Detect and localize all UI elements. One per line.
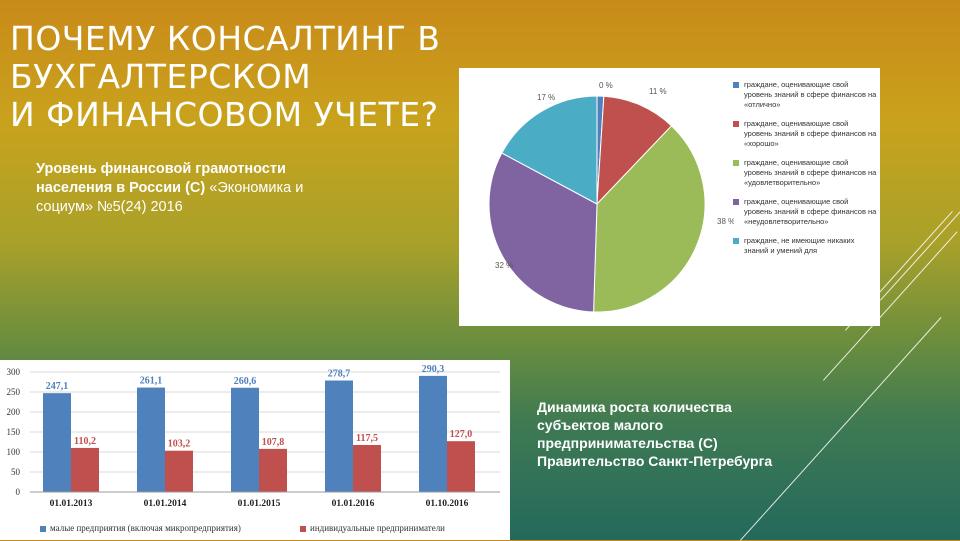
y-tick-label: 300 xyxy=(7,367,21,377)
legend-label: малые предприятия (включая микропредприя… xyxy=(50,523,241,533)
legend-swatch xyxy=(733,238,739,244)
legend-swatch xyxy=(733,160,739,166)
bar-value-label: 117,5 xyxy=(356,433,378,444)
bar-value-label: 110,2 xyxy=(74,436,96,447)
x-category-label: 01.01.2014 xyxy=(144,499,187,509)
bar-legend-item: индивидуальные предприниматели xyxy=(300,523,445,533)
title-line-2: И ФИНАНСОВОМ УЧЕТЕ? xyxy=(10,95,439,134)
y-tick-label: 250 xyxy=(7,387,21,397)
legend-swatch xyxy=(733,82,739,88)
pie-caption-source: «Экономика и социум» №5(24) 2016 xyxy=(36,180,304,215)
legend-label: граждане, не имеющие никаких знаний и ум… xyxy=(744,236,855,255)
pie-slice-label: 38 % xyxy=(717,217,734,226)
bar-individual-entrepreneurs xyxy=(259,448,287,492)
legend-swatch xyxy=(733,199,739,205)
y-tick-label: 200 xyxy=(7,407,21,417)
bar-value-label: 260,6 xyxy=(234,376,257,387)
pie-slice xyxy=(596,95,673,206)
bar-value-label: 107,8 xyxy=(262,437,285,448)
legend-label: граждане, оценивающие свой уровень знани… xyxy=(744,197,877,226)
bar-individual-entrepreneurs xyxy=(165,450,193,492)
legend-swatch xyxy=(300,525,306,532)
pie-legend-item: граждане, не имеющие никаких знаний и ум… xyxy=(732,236,878,256)
bar-value-label: 127,0 xyxy=(450,429,473,440)
y-tick-label: 150 xyxy=(7,427,21,437)
pie-slice xyxy=(501,95,598,205)
bar-caption: Динамика роста количества субъектов мало… xyxy=(537,399,773,469)
pie-legend-item: граждане, оценивающие свой уровень знани… xyxy=(732,80,878,110)
y-tick-label: 50 xyxy=(11,467,21,477)
pie-legend: граждане, оценивающие свой уровень знани… xyxy=(732,80,878,265)
pie-slice-label: 11 % xyxy=(649,87,667,96)
title-line-1: ПОЧЕМУ КОНСАЛТИНГ В БУХГАЛТЕРСКОМ xyxy=(10,19,441,96)
legend-label: граждане, оценивающие свой уровень знани… xyxy=(744,158,877,187)
x-category-label: 01.01.2015 xyxy=(238,499,281,509)
bar-legend-item: малые предприятия (включая микропредприя… xyxy=(40,523,241,533)
x-category-label: 01.01.2013 xyxy=(50,499,93,509)
x-category-label: 01.01.2016 xyxy=(332,499,375,509)
bar-chart: 0 50 100 150 200 250 300 247,1 110,2 01.01.2013 26… xyxy=(7,364,500,509)
pie-legend-item: граждане, оценивающие свой уровень знани… xyxy=(732,119,878,149)
pie-chart-panel: 0 % 11 % 38 % 32 % 17 % граждане, оценивающи… xyxy=(459,68,880,326)
pie-caption: Уровень финансовой грамотности населения… xyxy=(36,160,326,217)
pie-slice xyxy=(593,125,706,313)
bar-chart-panel: 0 50 100 150 200 250 300 247,1 110,2 01.01.2013 26… xyxy=(0,360,510,540)
x-category-label: 01.10.2016 xyxy=(426,499,469,509)
decorative-line xyxy=(880,210,960,301)
legend-label: граждане, оценивающие свой уровень знани… xyxy=(744,80,877,109)
pie-slice-label: 0 % xyxy=(599,81,613,90)
bar-value-label: 247,1 xyxy=(46,381,69,392)
pie-legend-item: граждане, оценивающие свой уровень знани… xyxy=(732,158,878,188)
pie-caption-bold: Уровень финансовой грамотности населения… xyxy=(36,161,286,196)
y-tick-label: 100 xyxy=(7,447,21,457)
legend-label: граждане, оценивающие свой уровень знани… xyxy=(744,119,877,148)
slide-title: ПОЧЕМУ КОНСАЛТИНГ В БУХГАЛТЕРСКОМ И ФИНА… xyxy=(10,20,730,134)
bar-small-enterprises xyxy=(137,387,165,492)
bar-small-enterprises xyxy=(231,387,259,492)
pie-chart: 0 % 11 % 38 % 32 % 17 % xyxy=(488,81,735,313)
bar-individual-entrepreneurs xyxy=(353,445,381,492)
y-tick-label: 0 xyxy=(16,487,21,497)
legend-swatch xyxy=(733,121,739,127)
bar-value-label: 290,3 xyxy=(422,364,445,375)
pie-slice-label: 17 % xyxy=(537,93,555,102)
bar-small-enterprises xyxy=(419,375,447,492)
legend-swatch xyxy=(40,525,46,532)
legend-label: индивидуальные предприниматели xyxy=(310,523,445,533)
pie-slice xyxy=(488,152,598,313)
bar-individual-entrepreneurs xyxy=(71,447,99,492)
bar-value-label: 103,2 xyxy=(168,439,191,450)
bar-small-enterprises xyxy=(325,380,353,492)
bar-value-label: 261,1 xyxy=(140,376,163,387)
bar-small-enterprises xyxy=(43,393,71,492)
pie-slice-label: 32 % xyxy=(495,261,513,270)
bar-individual-entrepreneurs xyxy=(447,441,475,492)
pie-legend-item: граждане, оценивающие свой уровень знани… xyxy=(732,197,878,227)
bar-value-label: 278,7 xyxy=(328,369,351,380)
